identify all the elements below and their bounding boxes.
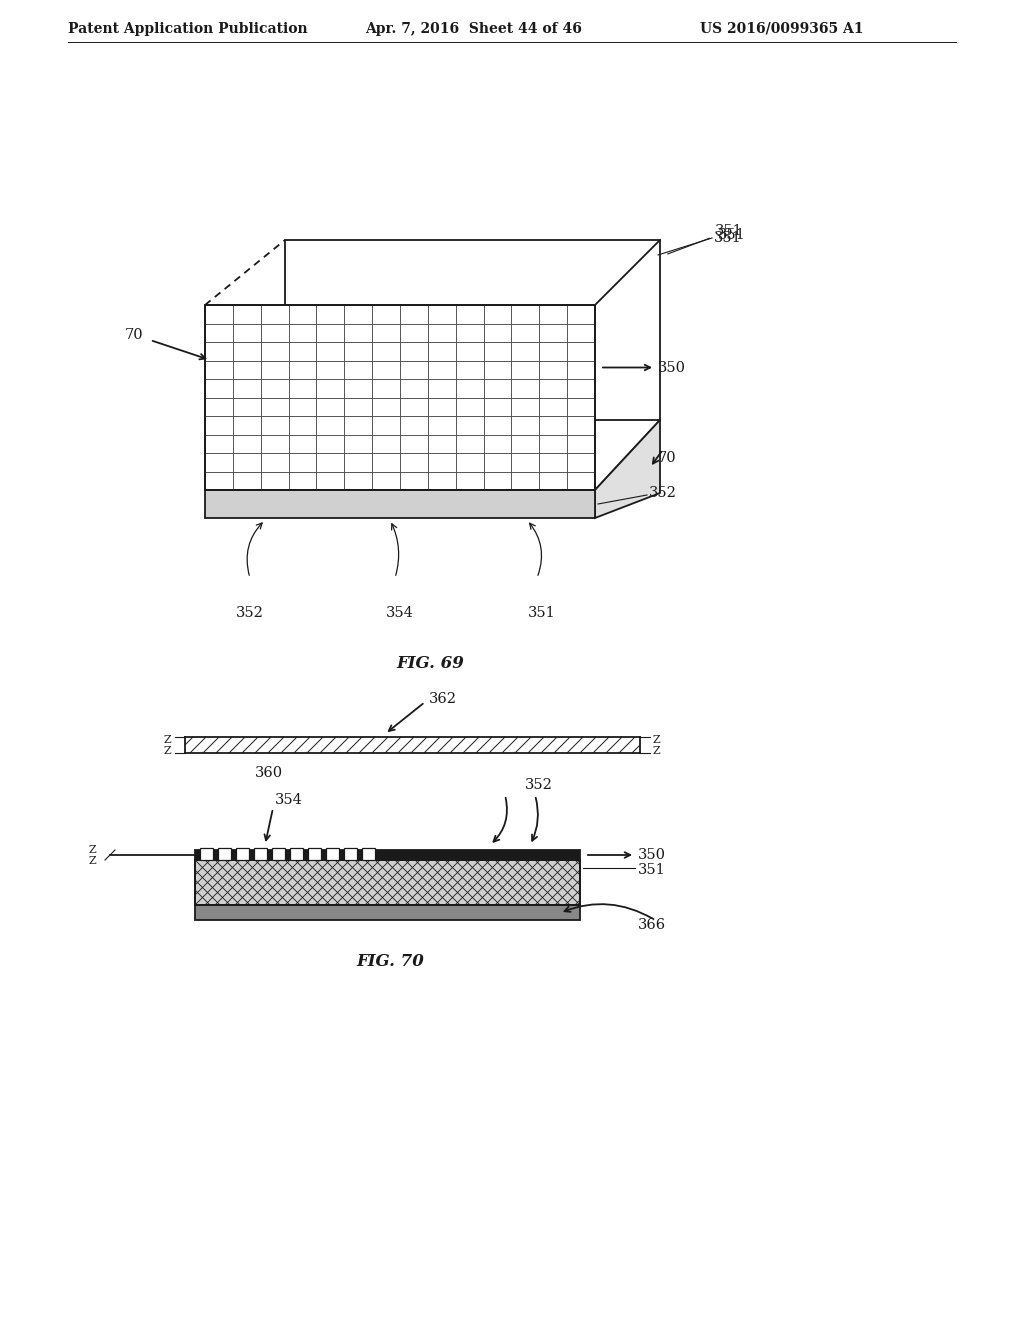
Polygon shape: [200, 847, 213, 861]
Text: 362: 362: [429, 692, 457, 706]
Polygon shape: [308, 847, 321, 861]
Text: 360: 360: [255, 766, 283, 780]
Polygon shape: [595, 420, 660, 517]
Text: Z: Z: [652, 735, 659, 744]
Polygon shape: [344, 847, 357, 861]
Text: 352: 352: [525, 777, 553, 792]
Text: 70: 70: [658, 450, 677, 465]
Polygon shape: [195, 850, 580, 861]
Polygon shape: [254, 847, 267, 861]
Text: 351: 351: [528, 606, 556, 620]
Text: 354: 354: [275, 793, 303, 807]
Text: FIG. 70: FIG. 70: [356, 953, 424, 970]
Polygon shape: [195, 861, 580, 906]
Text: Z: Z: [163, 735, 171, 744]
Text: 350: 350: [658, 360, 686, 375]
Text: 70: 70: [125, 327, 143, 342]
Polygon shape: [362, 847, 375, 861]
Polygon shape: [195, 906, 580, 920]
Text: 351: 351: [668, 224, 742, 253]
Text: FIG. 69: FIG. 69: [396, 655, 464, 672]
Text: Z: Z: [88, 855, 96, 866]
Text: 354: 354: [386, 606, 414, 620]
Text: US 2016/0099365 A1: US 2016/0099365 A1: [700, 22, 863, 36]
Text: 352: 352: [649, 486, 677, 500]
Polygon shape: [218, 847, 231, 861]
Text: Z: Z: [88, 845, 96, 855]
Polygon shape: [236, 847, 249, 861]
Text: 351: 351: [718, 228, 745, 242]
Text: Patent Application Publication: Patent Application Publication: [68, 22, 307, 36]
Text: Apr. 7, 2016  Sheet 44 of 46: Apr. 7, 2016 Sheet 44 of 46: [365, 22, 582, 36]
Text: 352: 352: [237, 606, 264, 620]
Polygon shape: [205, 305, 595, 490]
Text: 350: 350: [638, 847, 666, 862]
Text: 351: 351: [714, 231, 741, 246]
Text: 366: 366: [638, 917, 667, 932]
Polygon shape: [326, 847, 339, 861]
Polygon shape: [285, 240, 660, 420]
Polygon shape: [272, 847, 285, 861]
Text: 351: 351: [638, 863, 666, 876]
Text: Z: Z: [163, 746, 171, 756]
Polygon shape: [290, 847, 303, 861]
Text: Z: Z: [652, 746, 659, 756]
Polygon shape: [205, 490, 595, 517]
